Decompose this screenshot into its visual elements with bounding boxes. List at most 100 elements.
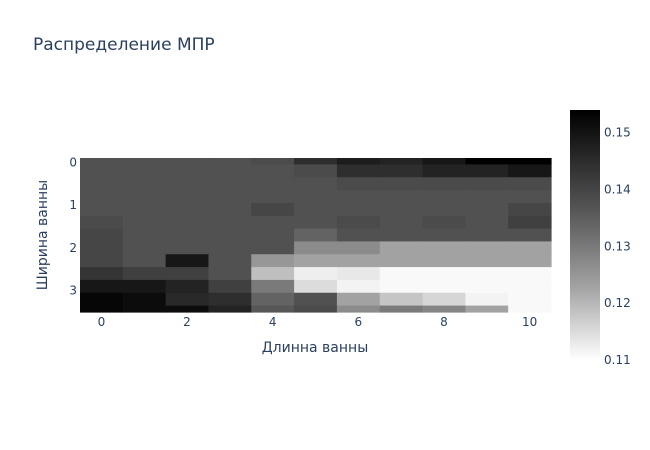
colorbar-tick-label: 0.15 — [604, 126, 631, 140]
heatmap-cell — [379, 292, 424, 307]
heatmap-cell — [80, 164, 124, 178]
heatmap-cell — [294, 215, 338, 230]
heatmap-cell — [208, 267, 252, 281]
heatmap-cell — [422, 215, 466, 230]
heatmap-cell — [336, 305, 381, 313]
heatmap-cell — [422, 279, 466, 294]
heatmap-cell — [379, 279, 424, 294]
heatmap-cell — [208, 241, 252, 255]
heatmap-cell — [336, 279, 381, 294]
x-tick-label: 8 — [440, 315, 448, 329]
heatmap-cell — [165, 164, 210, 178]
heatmap-cell — [379, 305, 424, 313]
heatmap-cell — [465, 190, 509, 204]
heatmap-cell — [465, 279, 509, 294]
heatmap-cell — [208, 164, 252, 178]
heatmap-cell — [122, 254, 167, 268]
heatmap-cell — [379, 164, 424, 178]
heatmap-cell — [208, 202, 252, 217]
x-axis-ticks: 0 2 4 6 8 10 — [98, 315, 538, 329]
heatmap-cell — [165, 292, 210, 307]
heatmap-cell — [422, 267, 466, 281]
heatmap-cell — [122, 292, 167, 307]
heatmap-cell — [208, 158, 252, 166]
heatmap-cell — [336, 241, 381, 255]
y-tick-label: 3 — [69, 284, 77, 298]
y-axis-ticks: 0 1 2 3 — [69, 155, 77, 297]
heatmap-cell — [165, 202, 210, 217]
heatmap-cell — [379, 177, 424, 191]
heatmap-cell — [379, 267, 424, 281]
heatmap-cell — [379, 254, 424, 268]
heatmap-cell — [80, 241, 124, 255]
heatmap-cell — [294, 292, 338, 307]
x-tick-label: 4 — [269, 315, 277, 329]
heatmap-cell — [251, 305, 295, 313]
x-tick-label: 6 — [354, 315, 362, 329]
x-axis-title: Длинна ванны — [262, 340, 369, 356]
heatmap-cell — [251, 241, 295, 255]
chart-title: Распределение МПР — [33, 35, 215, 55]
x-tick-label: 2 — [183, 315, 191, 329]
heatmap-cell — [465, 202, 509, 217]
heatmap-cell — [465, 158, 509, 166]
x-tick-label: 0 — [98, 315, 106, 329]
heatmap-cell — [165, 228, 210, 243]
heatmap-cells — [80, 158, 552, 313]
colorbar-tick-label: 0.11 — [604, 353, 631, 367]
heatmap-cell — [122, 279, 167, 294]
heatmap-cell — [122, 190, 167, 204]
heatmap-cell — [294, 279, 338, 294]
heatmap-cell — [508, 202, 552, 217]
heatmap-cell — [251, 292, 295, 307]
heatmap-cell — [336, 254, 381, 268]
heatmap-cell — [122, 164, 167, 178]
heatmap-cell — [336, 177, 381, 191]
heatmap-cell — [379, 158, 424, 166]
heatmap-cell — [294, 267, 338, 281]
heatmap-cell — [251, 228, 295, 243]
heatmap-cell — [294, 164, 338, 178]
heatmap-cell — [294, 228, 338, 243]
heatmap-cell — [251, 267, 295, 281]
x-tick-label: 10 — [522, 315, 537, 329]
heatmap-cell — [422, 202, 466, 217]
heatmap-cell — [422, 190, 466, 204]
heatmap-cell — [422, 292, 466, 307]
heatmap-cell — [508, 228, 552, 243]
colorbar-tick-label: 0.13 — [604, 239, 631, 253]
heatmap-cell — [122, 158, 167, 166]
heatmap-cell — [508, 279, 552, 294]
heatmap-cell — [208, 215, 252, 230]
heatmap-cell — [251, 177, 295, 191]
heatmap-cell — [208, 190, 252, 204]
heatmap-cell — [122, 228, 167, 243]
heatmap-cell — [508, 292, 552, 307]
heatmap-cell — [165, 158, 210, 166]
heatmap-cell — [336, 158, 381, 166]
heatmap-cell — [508, 215, 552, 230]
heatmap-cell — [294, 190, 338, 204]
heatmap-cell — [80, 190, 124, 204]
heatmap-cell — [508, 158, 552, 166]
heatmap-cell — [465, 305, 509, 313]
heatmap-cell — [122, 305, 167, 313]
heatmap-cell — [379, 215, 424, 230]
heatmap-cell — [208, 177, 252, 191]
heatmap-cell — [336, 190, 381, 204]
heatmap-cell — [465, 215, 509, 230]
heatmap-cell — [251, 254, 295, 268]
heatmap-cell — [251, 279, 295, 294]
heatmap-cell — [165, 177, 210, 191]
heatmap-cell — [422, 241, 466, 255]
heatmap-cell — [508, 254, 552, 268]
colorbar-tick-label: 0.12 — [604, 296, 631, 310]
heatmap-cell — [208, 279, 252, 294]
heatmap-cell — [122, 177, 167, 191]
heatmap-cell — [122, 241, 167, 255]
heatmap-cell — [465, 177, 509, 191]
heatmap-cell — [165, 190, 210, 204]
heatmap-cell — [422, 164, 466, 178]
heatmap-cell — [208, 292, 252, 307]
